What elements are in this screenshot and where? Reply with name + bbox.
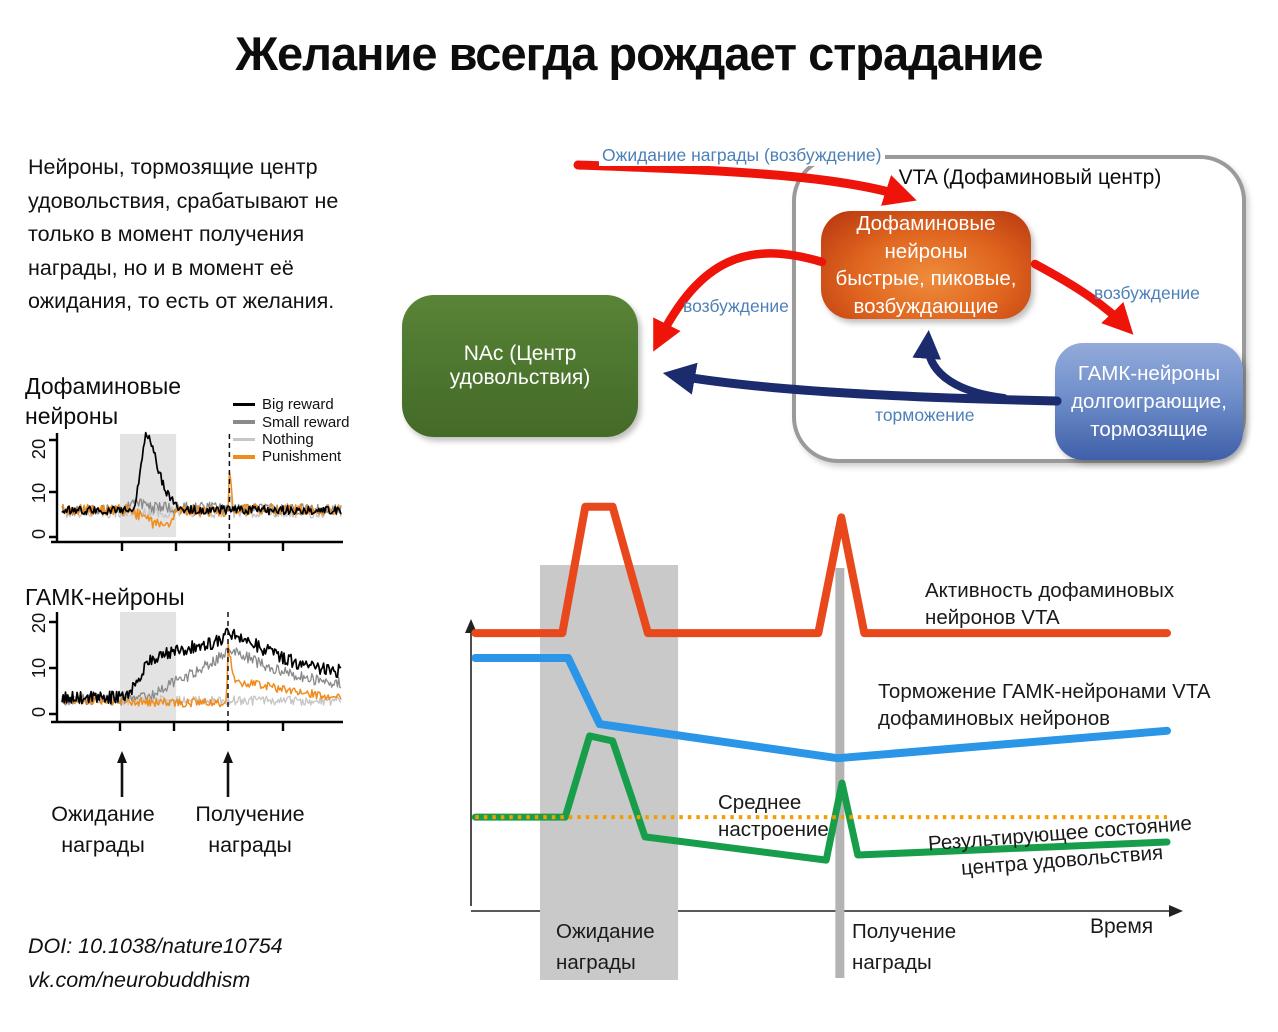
mini2-ytick-0: 0 bbox=[28, 706, 49, 718]
reward-annotation: Получение награды bbox=[195, 802, 305, 857]
mini1-ytick-20: 20 bbox=[28, 438, 49, 460]
trace-small-reward bbox=[61, 647, 342, 706]
trace-punishment bbox=[61, 471, 342, 529]
reward-bar-label: Получение награды bbox=[852, 920, 957, 974]
dopamine-neurons-box: Дофаминовые нейроны быстрые, пиковые, во… bbox=[821, 211, 1031, 319]
legend-item-small-reward: Small reward bbox=[233, 413, 350, 431]
anticipation-input-label: Ожидание награды (возбуждение) bbox=[599, 145, 885, 166]
big-reward-swatch bbox=[233, 402, 255, 407]
intro-paragraph: Нейроны, тормозящие центр удовольствия, … bbox=[28, 155, 339, 313]
pleasure-state-label: Результирующее состояние центра удовольс… bbox=[927, 811, 1193, 880]
gaba-recording-plot bbox=[61, 612, 342, 722]
inhibition-label: торможение bbox=[875, 405, 975, 425]
dopamine-line-label: Активность дофаминовых нейронов VTA bbox=[925, 579, 1175, 629]
source-credits: DOI: 10.1038/nature10754 vk.com/neurobud… bbox=[28, 929, 283, 997]
legend-label: Nothing bbox=[262, 430, 314, 448]
punishment-swatch bbox=[233, 455, 255, 459]
anticipation-shaded-band bbox=[120, 612, 177, 722]
trace-small-reward bbox=[61, 498, 342, 516]
nothing-swatch bbox=[233, 437, 255, 442]
doi-text: DOI: 10.1038/nature10754 bbox=[28, 934, 283, 958]
page-title: Желание всегда рождает страдание bbox=[235, 27, 1043, 80]
mini1-ytick-0: 0 bbox=[28, 528, 49, 540]
legend-item-big-reward: Big reward bbox=[233, 396, 350, 413]
dopamine-chart-title: Дофаминовые нейроны bbox=[25, 373, 182, 429]
time-axis-label: Время bbox=[1090, 915, 1154, 938]
mini2-axes bbox=[49, 612, 343, 731]
trace-nothing bbox=[61, 695, 342, 707]
link-text: vk.com/neurobuddhism bbox=[28, 968, 251, 992]
anticipation-shaded-band bbox=[120, 434, 177, 537]
mini-chart-legend: Big reward Small reward Nothing Punishme… bbox=[233, 396, 350, 466]
anticipation-band-label: Ожидание награды bbox=[556, 920, 655, 974]
gaba-line-label: Торможение ГАМК-нейронами VTA дофаминовы… bbox=[878, 680, 1211, 730]
legend-item-punishment: Punishment bbox=[233, 448, 350, 465]
mini1-ytick-10: 10 bbox=[28, 482, 49, 504]
dopamine-box-label: Дофаминовые нейроны быстрые, пиковые, во… bbox=[835, 212, 1017, 318]
nac-box-label: NAc (Центр удовольствия) bbox=[449, 342, 591, 389]
reward-event-bar bbox=[835, 568, 845, 978]
mini2-ytick-10: 10 bbox=[28, 657, 49, 679]
nac-pleasure-center-box: NAc (Центр удовольствия) bbox=[402, 295, 638, 437]
legend-label: Small reward bbox=[262, 413, 350, 431]
event-arrows bbox=[117, 751, 233, 797]
mini2-ytick-20: 20 bbox=[28, 612, 49, 634]
gaba-chart-title: ГАМК-нейроны bbox=[25, 584, 185, 610]
vta-box-title: VTA (Дофаминовый центр) bbox=[898, 166, 1162, 189]
small-reward-swatch bbox=[233, 420, 255, 424]
trace-nothing bbox=[61, 495, 342, 519]
trace-big-reward bbox=[61, 627, 342, 705]
average-mood-label: Среднее настроение bbox=[718, 791, 829, 841]
gaba-neurons-box: ГАМК-нейроны долгоиграющие, тормозящие bbox=[1055, 343, 1243, 460]
excitation-label-right: возбуждение bbox=[1094, 283, 1200, 303]
gaba-box-label: ГАМК-нейроны долгоиграющие, тормозящие bbox=[1071, 361, 1227, 441]
legend-label: Big reward bbox=[262, 396, 334, 414]
excitation-label-left: возбуждение bbox=[683, 296, 789, 316]
anticipation-annotation: Ожидание награды bbox=[51, 802, 155, 857]
trace-punishment bbox=[61, 643, 342, 708]
legend-label: Punishment bbox=[262, 448, 342, 466]
legend-item-nothing: Nothing bbox=[233, 431, 350, 448]
